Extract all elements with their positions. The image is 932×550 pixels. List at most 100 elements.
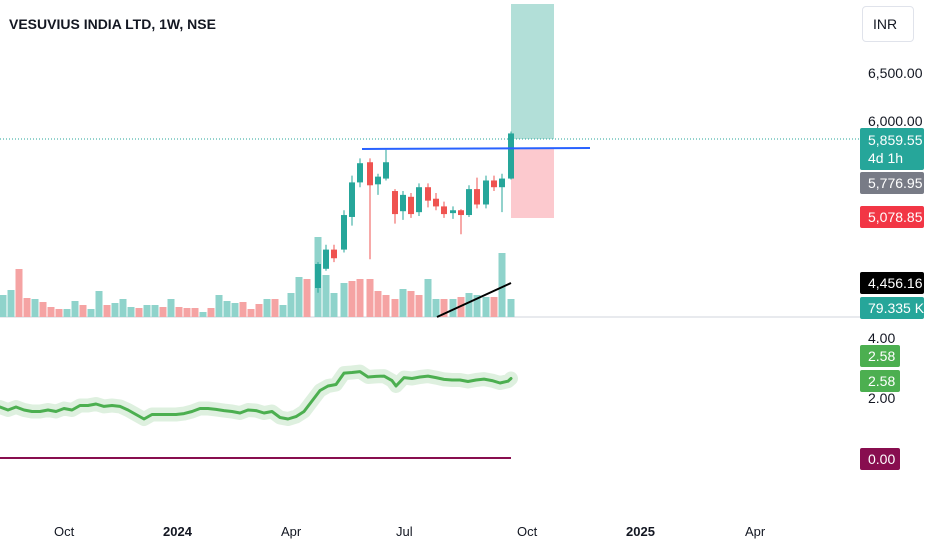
volume-bar-6 [47, 307, 55, 317]
candle-0 [315, 262, 321, 293]
price-tick-6000: 6,000.00 [868, 113, 923, 129]
candle-10 [400, 191, 406, 220]
candle-1 [323, 244, 329, 271]
svg-text:5,776.95: 5,776.95 [868, 175, 923, 191]
volume-bar-40 [322, 275, 330, 317]
volume-bar-35 [279, 305, 287, 317]
time-tick-jul-2024: Jul [396, 524, 413, 539]
volume-bar-18 [143, 305, 151, 317]
volume-bar-37 [295, 277, 303, 317]
candle-11 [408, 192, 414, 218]
time-tick-2025: 2025 [626, 524, 655, 539]
volume-bar-57 [465, 293, 473, 317]
volume-bar-20 [159, 307, 167, 317]
volume-bar-36 [287, 293, 295, 317]
svg-text:0.00: 0.00 [868, 451, 895, 467]
low-marker-badge: 4,456.16 [860, 272, 924, 294]
currency-button[interactable]: INR [862, 6, 914, 42]
svg-text:79.335 K: 79.335 K [868, 300, 925, 316]
price-tick-6500: 6,500.00 [868, 65, 923, 81]
volume-bar-8 [63, 309, 71, 317]
volume-bar-55 [449, 299, 457, 317]
indicator-tick-4: 4.00 [868, 330, 895, 346]
candle-7 [375, 173, 381, 195]
candle-19 [474, 177, 480, 209]
candle-6 [367, 158, 373, 260]
svg-text:4,456.16: 4,456.16 [868, 275, 923, 291]
volume-bar-33 [263, 299, 271, 317]
svg-text:2.58: 2.58 [868, 348, 895, 364]
volume-bar-13 [103, 305, 111, 317]
volume-bar-49 [399, 289, 407, 317]
volume-bar-48 [391, 299, 399, 317]
volume-bar-51 [415, 295, 423, 317]
long-stop-zone[interactable] [511, 148, 554, 218]
volume-bar-25 [199, 312, 207, 317]
candle-2 [331, 244, 337, 263]
volume-bar-52 [424, 279, 432, 317]
candle-20 [483, 175, 489, 209]
volume-bar-61 [498, 253, 506, 317]
candle-22 [499, 173, 505, 213]
volume-bar-47 [382, 295, 390, 317]
volume-bar-44 [356, 279, 364, 317]
volume-bar-31 [247, 309, 255, 317]
candle-23 [508, 131, 514, 180]
candle-5 [357, 158, 363, 188]
volume-bar-16 [127, 307, 135, 317]
candle-13 [425, 183, 431, 208]
volume-bar-26 [207, 308, 215, 317]
volume-bar-32 [255, 304, 263, 317]
volume-bar-10 [79, 305, 87, 317]
volume-bar-19 [151, 305, 159, 317]
candle-17 [458, 209, 464, 235]
volume-bar-1 [7, 290, 15, 317]
volume-trend-line[interactable] [436, 282, 512, 318]
volume-bar-11 [87, 309, 95, 317]
candle-12 [416, 183, 422, 216]
volume-bar-22 [175, 307, 183, 317]
resistance-line[interactable] [361, 147, 591, 150]
time-tick-2024: 2024 [163, 524, 193, 539]
volume-bar-38 [303, 279, 311, 317]
long-target-zone[interactable] [511, 4, 554, 139]
zero-badge: 0.00 [860, 448, 900, 470]
svg-text:4d 1h: 4d 1h [868, 150, 903, 166]
candle-15 [441, 201, 447, 218]
svg-text:2.58: 2.58 [868, 373, 895, 389]
candle-16 [450, 206, 456, 219]
volume-bar-3 [23, 298, 31, 317]
time-tick-apr-2025: Apr [745, 524, 766, 539]
volume-bar-4 [31, 299, 39, 317]
volume-bar-60 [490, 297, 498, 317]
volume-bar-45 [366, 279, 374, 317]
candle-9 [392, 189, 398, 224]
volume-bar-15 [119, 299, 127, 317]
candle-18 [466, 185, 472, 217]
volume-bar-29 [231, 303, 239, 317]
volume-bar-17 [135, 308, 143, 317]
svg-text:5,859.55: 5,859.55 [868, 132, 923, 148]
candle-21 [491, 175, 497, 192]
volume-bar-59 [482, 297, 490, 317]
ref-price-badge: 5,776.95 [860, 172, 924, 194]
indicator-line[interactable] [0, 370, 513, 421]
volume-bar-41 [330, 293, 338, 317]
time-tick-apr-2024: Apr [281, 524, 302, 539]
svg-text:5,078.85: 5,078.85 [868, 209, 923, 225]
volume-bar-58 [473, 295, 481, 317]
time-tick-oct-2024: Oct [517, 524, 538, 539]
volume-bar-43 [348, 281, 356, 317]
volume-bar-21 [167, 299, 175, 317]
volume-bar-30 [239, 302, 247, 317]
symbol-title[interactable]: VESUVIUS INDIA LTD, 1W, NSE [9, 16, 216, 32]
volume-bar-9 [71, 301, 79, 317]
stop-price-badge: 5,078.85 [860, 206, 924, 228]
candles [315, 131, 514, 293]
volume-bar-34 [271, 299, 279, 317]
volume-bar-0 [0, 295, 7, 317]
candle-3 [341, 210, 347, 253]
indicator-tick-2: 2.00 [868, 390, 895, 406]
volume-bar-14 [111, 303, 119, 317]
